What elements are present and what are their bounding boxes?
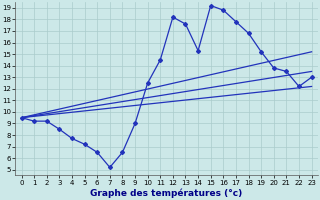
X-axis label: Graphe des températures (°c): Graphe des températures (°c) [91,188,243,198]
